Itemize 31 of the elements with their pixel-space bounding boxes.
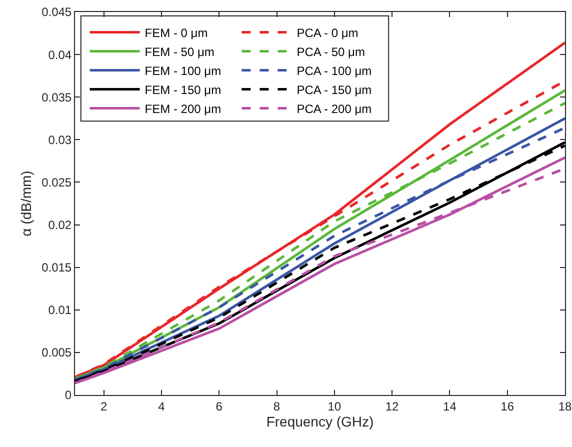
x-tick-label: 8 — [273, 399, 280, 414]
legend-label: PCA - 200 μm — [296, 102, 372, 116]
y-tick-label: 0.015 — [42, 260, 72, 275]
x-tick-label: 12 — [385, 399, 400, 414]
legend-label: PCA - 50 μm — [296, 44, 365, 59]
y-tick-label: 0.035 — [42, 90, 72, 104]
legend-label: FEM - 0 μm — [144, 26, 208, 40]
y-axis-title: α (dB/mm) — [18, 170, 34, 236]
x-tick-label: 16 — [500, 399, 514, 414]
y-tick-label: 0.025 — [42, 175, 72, 190]
x-tick-label: 6 — [216, 399, 223, 414]
legend-label: FEM - 150 μm — [144, 82, 222, 97]
x-tick-label: 4 — [158, 399, 166, 414]
y-tick-label: 0.04 — [48, 48, 72, 62]
x-tick-label: 18 — [558, 399, 572, 414]
y-tick-label: 0 — [64, 388, 72, 402]
legend-label: PCA - 0 μm — [296, 26, 358, 40]
y-tick-label: 0.01 — [48, 303, 72, 318]
y-tick-label: 0.005 — [42, 346, 72, 360]
x-tick-label: 2 — [100, 399, 108, 414]
legend-label: FEM - 100 μm — [144, 64, 222, 78]
legend-label: FEM - 200 μm — [144, 102, 222, 116]
y-tick-label: 0.02 — [48, 218, 72, 232]
y-tick-label: 0.045 — [42, 5, 72, 20]
legend-label: FEM - 50 μm — [144, 44, 214, 59]
legend-label: PCA - 100 μm — [296, 64, 372, 78]
x-axis-title: Frequency (GHz) — [266, 414, 374, 430]
legend-label: PCA - 150 μm — [296, 82, 372, 97]
x-tick-label: 10 — [328, 399, 342, 414]
x-tick-label: 14 — [443, 399, 457, 414]
y-tick-label: 0.03 — [48, 132, 72, 147]
